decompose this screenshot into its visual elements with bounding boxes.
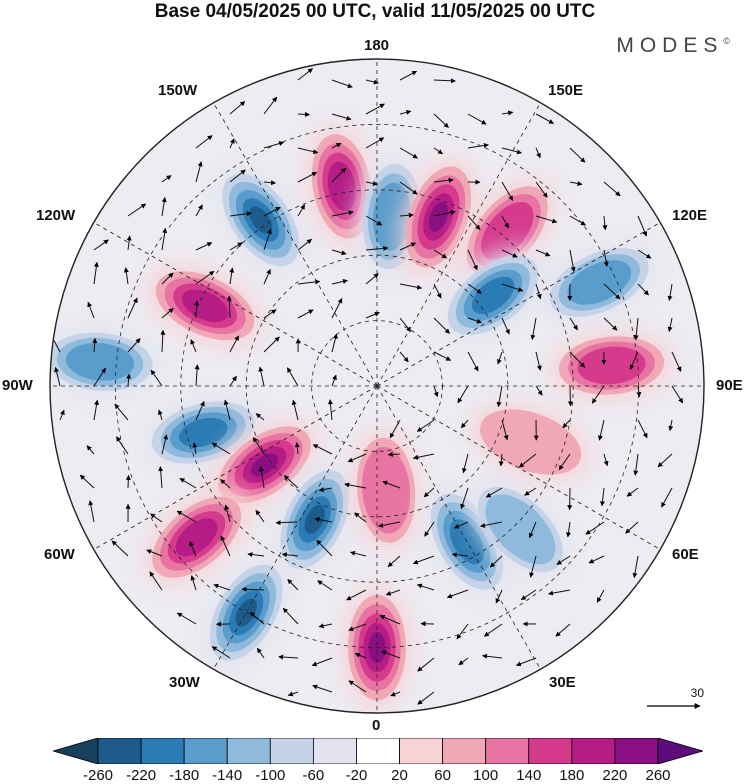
colorbar-segment — [98, 738, 141, 764]
lon-label-150e: 150E — [548, 82, 583, 99]
colorbar-tick-label: 140 — [516, 767, 541, 784]
colorbar-segment — [400, 738, 443, 764]
lon-label-90e: 90E — [716, 377, 743, 394]
lon-label-120e: 120E — [672, 207, 707, 224]
wind-arrow — [570, 386, 571, 406]
lon-label-60e: 60E — [672, 546, 699, 563]
colorbar — [53, 738, 703, 764]
colorbar-min-arrow — [53, 738, 98, 764]
modes-logo: MODES© — [616, 34, 730, 58]
lon-label-90w: 90W — [2, 377, 33, 394]
colorbar-segment — [615, 738, 658, 764]
colorbar-tick-label: -60 — [303, 767, 325, 784]
colorbar-segment — [141, 738, 184, 764]
colorbar-segment — [270, 738, 313, 764]
colorbar-tick-label: 180 — [559, 767, 584, 784]
lon-label-30e: 30E — [549, 674, 576, 691]
colorbar-segment — [356, 738, 399, 764]
colorbar-tick-label: 60 — [434, 767, 451, 784]
colorbar-tick-label: 220 — [602, 767, 627, 784]
colorbar-tick-label: -180 — [169, 767, 199, 784]
colorbar-tick-label: -20 — [346, 767, 368, 784]
colorbar-tick-label: -220 — [126, 767, 156, 784]
wind-arrow — [388, 454, 400, 455]
colorbar-segment — [184, 738, 227, 764]
lon-label-180: 180 — [364, 37, 389, 54]
colorbar-tick-label: 100 — [473, 767, 498, 784]
brand-text: MODES — [616, 34, 723, 57]
wind-arrow — [128, 475, 129, 488]
colorbar-segment — [572, 738, 615, 764]
colorbar-tick-label: -140 — [212, 767, 242, 784]
colorbar-tick-label: -100 — [255, 767, 285, 784]
colorbar-tick-label: 260 — [645, 767, 670, 784]
wind-arrow — [298, 114, 310, 115]
colorbar-tick-label: -260 — [83, 767, 113, 784]
colorbar-tick-label: 20 — [391, 767, 408, 784]
lon-label-0: 0 — [372, 717, 380, 734]
colorbar-segment — [529, 738, 572, 764]
colorbar-max-arrow — [658, 738, 703, 764]
colorbar-segment — [443, 738, 486, 764]
lon-label-150w: 150W — [158, 82, 197, 99]
lon-label-120w: 120W — [36, 207, 75, 224]
colorbar-segment — [227, 738, 270, 764]
page-title: Base 04/05/2025 00 UTC, valid 11/05/2025… — [0, 0, 750, 24]
lon-label-30w: 30W — [169, 674, 200, 691]
reference-vector-label: 30 — [691, 686, 704, 700]
lon-label-60w: 60W — [44, 546, 75, 563]
brand-mark: © — [723, 36, 730, 46]
colorbar-segment — [486, 738, 529, 764]
colorbar-segment — [313, 738, 356, 764]
